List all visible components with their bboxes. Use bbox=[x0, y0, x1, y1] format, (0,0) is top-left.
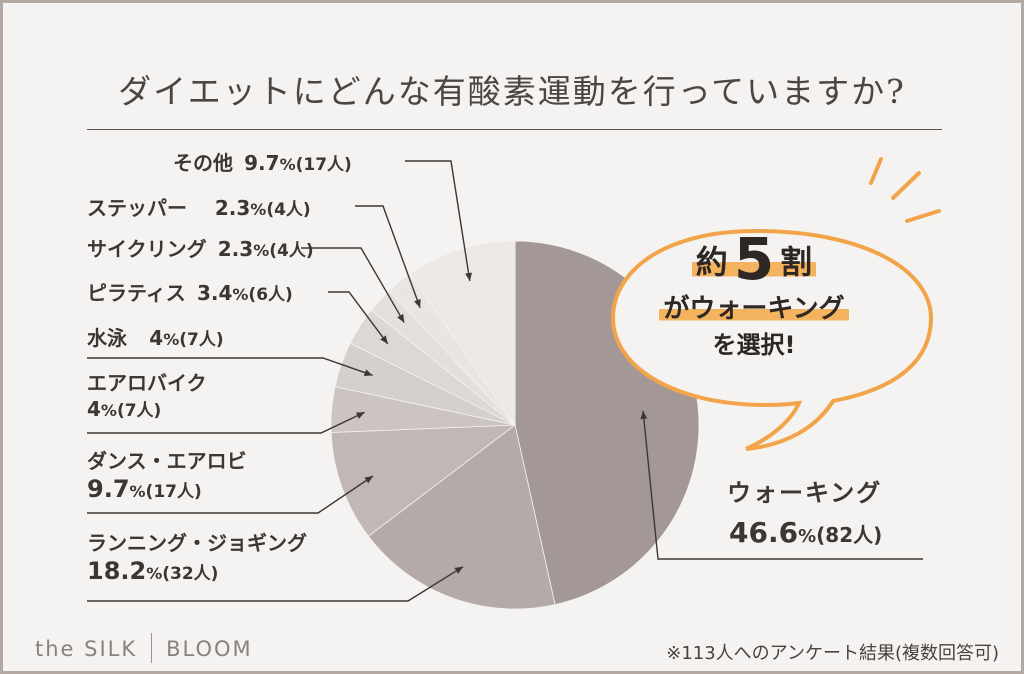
label-exercise-bike: エアロバイク 4%(7人) bbox=[87, 371, 207, 421]
slice-count: (7人) bbox=[179, 330, 224, 350]
leader-arrow-6 bbox=[397, 313, 405, 323]
label-pilates: ピラティス 3.4%(6人) bbox=[87, 281, 293, 305]
pie-slice-8 bbox=[409, 240, 516, 427]
leader-line-0 bbox=[642, 410, 923, 560]
slice-name: ステッパー bbox=[87, 196, 187, 220]
label-swimming: 水泳 4%(7人) bbox=[87, 326, 224, 350]
footnote: ※113人へのアンケート結果(複数回答可) bbox=[666, 643, 999, 664]
leader-line-8 bbox=[405, 160, 471, 282]
callout-bubble bbox=[610, 157, 941, 451]
callout-number: 5 bbox=[733, 225, 775, 293]
label-walking: ウォーキング 46.6%(82人) bbox=[727, 479, 883, 549]
slice-percent: 46.6 bbox=[729, 516, 799, 549]
slice-count: (4人) bbox=[266, 200, 311, 220]
label-dance-aerobics: ダンス・エアロビ 9.7%(17人) bbox=[87, 449, 247, 503]
slice-count: (4人) bbox=[269, 241, 314, 261]
slice-name: エアロバイク bbox=[87, 371, 207, 395]
leader-arrow-2 bbox=[364, 476, 374, 484]
slice-percent: 2.3 bbox=[214, 196, 251, 220]
slice-name: サイクリング bbox=[87, 237, 207, 261]
callout-line3: を選択! bbox=[712, 331, 796, 359]
leader-line-4 bbox=[87, 357, 373, 376]
pie-slice-2 bbox=[330, 424, 517, 537]
slice-count: (6人) bbox=[248, 285, 293, 305]
leader-line-6 bbox=[301, 247, 405, 323]
slice-percent: 9.7 bbox=[87, 475, 130, 503]
brand-right: BLOOM bbox=[166, 637, 253, 661]
slice-name: その他 bbox=[173, 151, 233, 175]
leader-arrow-3 bbox=[355, 412, 365, 419]
slice-percent: 4 bbox=[149, 326, 164, 350]
label-cycling: サイクリング 2.3%(4人) bbox=[87, 237, 314, 261]
slice-percent: 2.3 bbox=[217, 237, 254, 261]
pie-slice-1 bbox=[367, 424, 556, 610]
leader-arrow-4 bbox=[363, 369, 373, 376]
label-other: その他 9.7%(17人) bbox=[173, 151, 352, 175]
slice-name: 水泳 bbox=[87, 326, 127, 350]
label-running: ランニング・ジョギング 18.2%(32人) bbox=[87, 531, 307, 585]
slice-count: (32人) bbox=[162, 564, 219, 584]
leader-line-5 bbox=[328, 291, 389, 345]
leader-line-7 bbox=[355, 205, 421, 308]
slice-count: (82人) bbox=[816, 523, 883, 547]
slice-count: (17人) bbox=[295, 155, 352, 175]
slice-name: ピラティス bbox=[87, 281, 186, 305]
leader-arrow-8 bbox=[465, 272, 473, 282]
slice-count: (17人) bbox=[145, 482, 202, 502]
leader-line-2 bbox=[87, 475, 374, 514]
brand-logo: the SILK BLOOM bbox=[35, 633, 253, 663]
leader-line-3 bbox=[87, 411, 365, 434]
slice-percent: 3.4 bbox=[196, 281, 233, 305]
leader-lines bbox=[87, 160, 923, 602]
slice-name: ダンス・エアロビ bbox=[87, 449, 247, 473]
leader-line-1 bbox=[87, 566, 464, 602]
slice-percent: 18.2 bbox=[87, 557, 147, 585]
slice-name: ウォーキング bbox=[727, 479, 883, 507]
title-divider bbox=[87, 129, 942, 130]
slice-name: ランニング・ジョギング bbox=[87, 531, 307, 555]
callout-line2: がウォーキング bbox=[659, 294, 849, 324]
chart-title: ダイエットにどんな有酸素運動を行っていますか? bbox=[118, 72, 906, 111]
label-stepper: ステッパー 2.3%(4人) bbox=[87, 196, 311, 220]
slice-percent: 4 bbox=[87, 397, 101, 421]
slice-percent: 9.7 bbox=[244, 151, 280, 175]
brand-left: the SILK bbox=[35, 637, 138, 661]
brand-divider bbox=[151, 633, 153, 663]
leader-arrow-7 bbox=[414, 298, 421, 308]
leader-arrow-0 bbox=[640, 410, 648, 420]
leader-arrow-1 bbox=[454, 566, 464, 574]
slice-count: (7人) bbox=[116, 401, 162, 421]
leader-arrow-5 bbox=[380, 335, 388, 344]
